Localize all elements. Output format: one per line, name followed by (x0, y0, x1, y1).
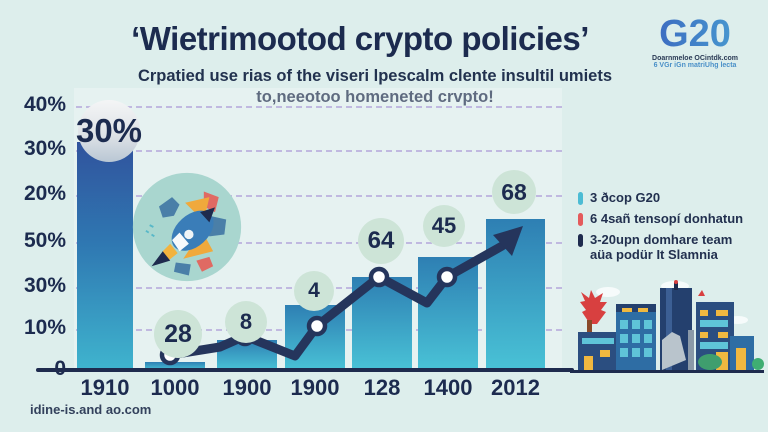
legend-item-3: 3-20upn domhare team aüa podür It Slamni… (578, 232, 763, 262)
teal-marker-icon (578, 192, 583, 205)
legend-label: 3-20upn domhare team aüa podür It Slamni… (590, 232, 733, 262)
legend-item-1: 3 ðcop G20 (578, 190, 763, 205)
city-skyline-illustration (570, 280, 764, 376)
x-tick-label: 1400 (423, 375, 473, 400)
page-title: ‘Wietrimootod crypto policies’ (131, 20, 589, 57)
x-tick-label: 1900 (222, 375, 272, 400)
value-badge: 30% (76, 100, 142, 162)
bar (418, 257, 478, 370)
bar (145, 362, 205, 370)
x-tick-label: 1910 (80, 375, 130, 400)
value-badge: 28 (154, 310, 202, 358)
y-tick-label: 30% (23, 274, 66, 297)
brand-tagline-2: 6 VGr iGn matriUhg lecta (653, 62, 737, 69)
x-tick-label: 1000 (150, 375, 200, 400)
rocket-globe-icon (131, 171, 243, 283)
value-badge: 45 (423, 205, 465, 247)
red-marker-icon (578, 213, 583, 226)
bar (217, 340, 277, 370)
bar (285, 305, 345, 370)
subtitle-line-1: Crpatied use rias of the viseri lpescalm… (137, 67, 613, 85)
navy-marker-icon (578, 234, 583, 247)
g20-logo: G20 (640, 14, 750, 54)
legend-item-2: 6 4sañ tensopí donhatun (578, 211, 763, 226)
y-tick-label: 50% (23, 229, 66, 252)
bar (486, 219, 545, 370)
gridline (76, 195, 562, 197)
y-tick-label: 40% (23, 93, 66, 116)
value-badge: 4 (294, 271, 334, 311)
legend-label: 6 4sañ tensopí donhatun (590, 211, 744, 226)
credit-text: idine-is.and ao.com (30, 402, 152, 417)
y-tick-label: 20% (23, 182, 66, 205)
legend-label: 3 ðcop G20 (590, 190, 661, 205)
y-tick-label: 10% (23, 316, 66, 339)
value-badge: 68 (492, 170, 536, 214)
y-tick-label: 30% (23, 137, 66, 160)
subtitle-line-2: to,neeotoo homeneted crvpto! (256, 88, 494, 106)
value-badge: 8 (225, 301, 267, 343)
x-axis-baseline (36, 368, 574, 372)
x-tick-label: 1900 (290, 375, 340, 400)
brand-block: G20 Doarnmeloe OCintdk.com 6 VGr iGn mat… (640, 14, 750, 69)
x-tick-label: 128 (363, 375, 401, 400)
bar (352, 277, 412, 370)
gridline (76, 150, 562, 152)
legend: 3 ðcop G20 6 4sañ tensopí donhatun 3-20u… (578, 190, 763, 268)
value-badge: 64 (358, 218, 404, 264)
page-subtitle: Crpatied use rias of the viseri lpescalm… (85, 66, 665, 108)
brand-tagline-1: Doarnmeloe OCintdk.com (652, 55, 738, 62)
gridline (76, 106, 562, 108)
bar (77, 142, 133, 370)
x-tick-label: 2012 (491, 375, 540, 400)
